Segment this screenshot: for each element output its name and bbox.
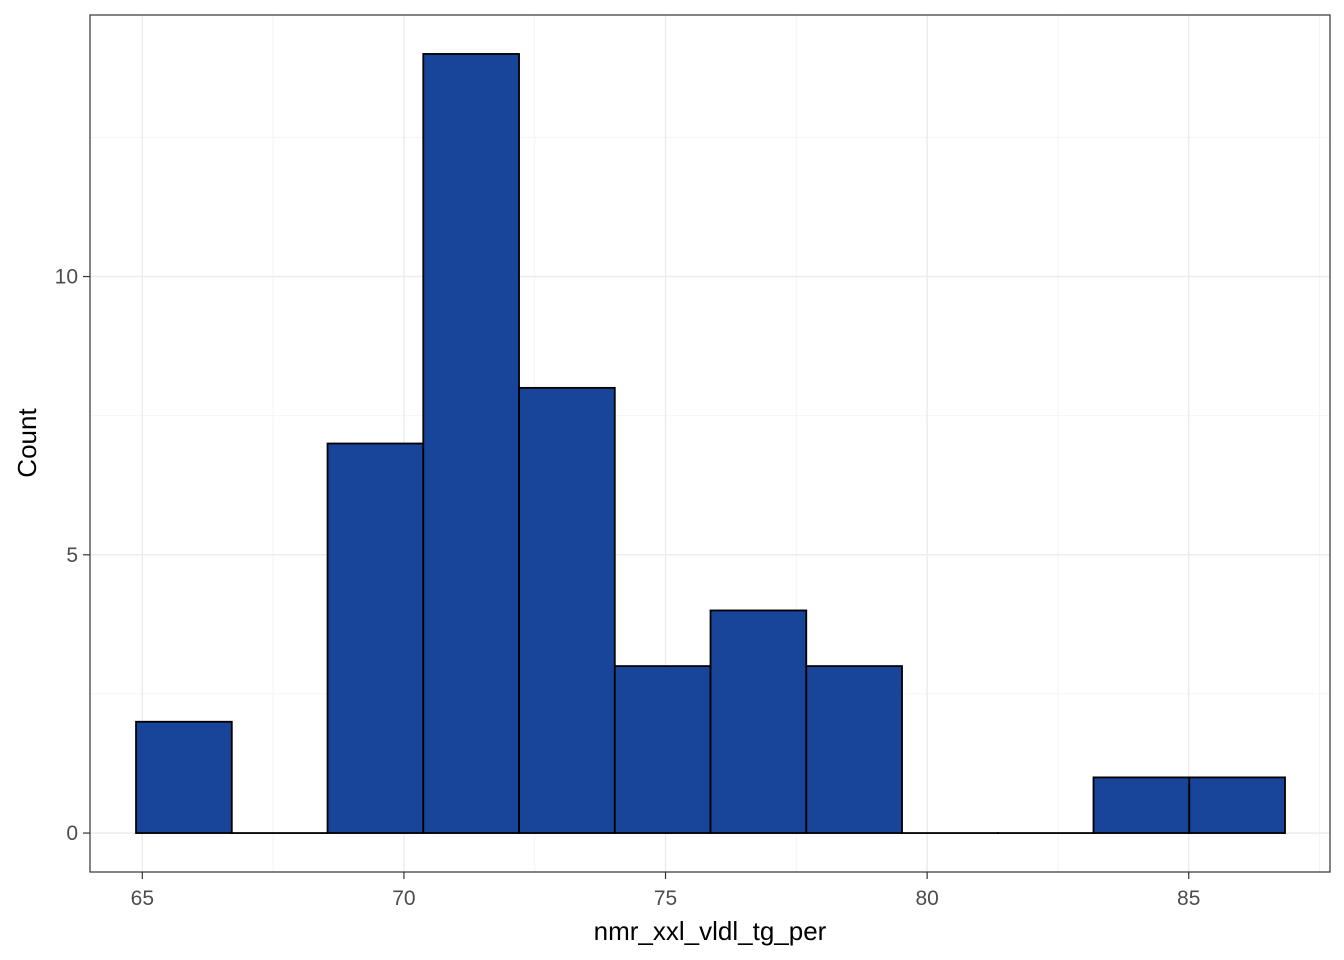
x-axis-ticks: 65 70 75 80 85	[131, 872, 1200, 910]
y-tick-label: 10	[55, 266, 78, 289]
x-tick-label: 65	[131, 887, 154, 910]
x-axis-title: nmr_xxl_vldl_tg_per	[594, 916, 827, 946]
histogram-bar	[805, 665, 903, 834]
histogram-bars	[135, 53, 1286, 834]
histogram-bar	[326, 442, 425, 834]
x-tick-label: 75	[654, 887, 677, 910]
histogram-bar	[518, 386, 616, 834]
x-tick-label: 85	[1177, 887, 1200, 910]
x-tick-label: 80	[915, 887, 938, 910]
y-axis-title: Count	[12, 408, 42, 478]
x-tick-label: 70	[392, 887, 415, 910]
histogram-bar	[1188, 776, 1286, 834]
histogram-bar	[613, 665, 712, 834]
y-axis-ticks: 0 5 10	[55, 266, 90, 845]
histogram-bar	[709, 609, 808, 834]
y-tick-label: 0	[66, 822, 78, 845]
histogram-bar	[135, 720, 233, 834]
y-tick-label: 5	[66, 544, 78, 567]
histogram-bar	[422, 53, 520, 834]
panel-border	[89, 14, 1331, 873]
histogram-bar	[1092, 776, 1191, 834]
